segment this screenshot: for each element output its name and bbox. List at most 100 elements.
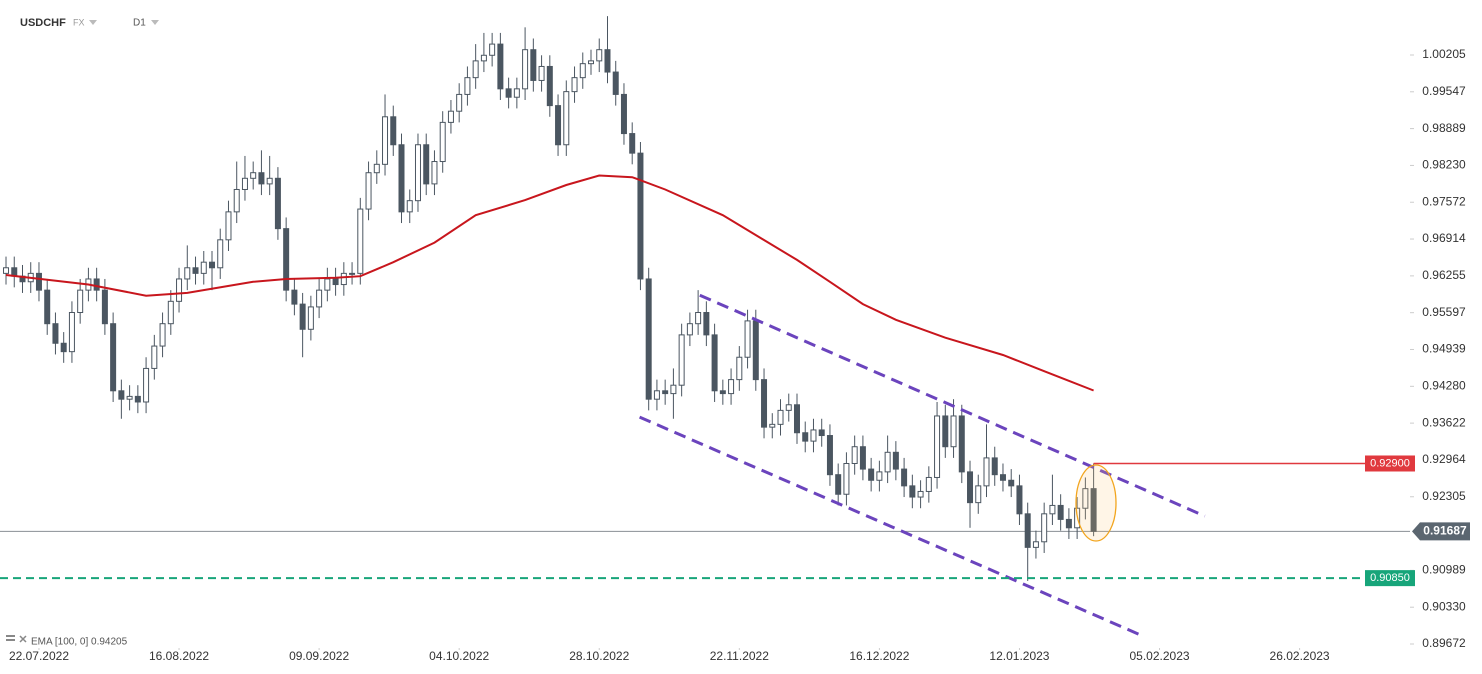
candle-body: [835, 474, 842, 495]
candle-body: [250, 172, 257, 179]
candle-body: [1082, 488, 1089, 509]
overlay: 0.92900 0.90850 0.91687: [0, 455, 1470, 587]
candle-body: [579, 63, 586, 79]
current-label: 0.91687: [1423, 523, 1467, 537]
candle-body: [950, 415, 957, 448]
candle-body: [958, 415, 965, 473]
candle-body: [810, 429, 817, 442]
candle-body: [68, 312, 75, 353]
candle-body: [167, 300, 174, 325]
candle-body: [1065, 518, 1072, 529]
x-tick-label: 22.11.2022: [710, 649, 769, 663]
candle-body: [777, 409, 784, 425]
candle-body: [785, 404, 792, 411]
highlight-ellipse: [1075, 464, 1117, 542]
candle-body: [967, 471, 974, 504]
candle-body: [851, 446, 858, 464]
candle-body: [489, 43, 496, 56]
candle-body: [44, 289, 51, 325]
candle-body: [456, 93, 463, 112]
current-label-box: [1412, 522, 1470, 541]
candle-body: [176, 278, 183, 302]
x-tick-label: 09.09.2022: [289, 649, 349, 663]
candle-body: [934, 415, 941, 478]
candle-body: [653, 390, 660, 400]
candle-body: [818, 429, 825, 437]
candle-body: [151, 345, 158, 369]
candle-body: [225, 211, 232, 241]
candle-body: [925, 476, 932, 492]
candle-body: [892, 451, 899, 470]
candle-body: [942, 415, 949, 448]
candle-body: [497, 43, 504, 90]
candle-body: [134, 395, 141, 403]
candle-body: [793, 404, 800, 434]
candle-body: [241, 177, 248, 190]
market: FX: [73, 17, 85, 27]
y-tick-label: 0.90989: [1422, 563, 1466, 577]
dropdown-arrow[interactable]: [151, 20, 159, 25]
candle-body: [307, 306, 314, 330]
candle-body: [612, 71, 619, 95]
plot: 1.00205 0.99547 0.98889 0.98230 0.97572 0.969…: [0, 16, 1466, 663]
candle-body: [555, 105, 562, 146]
level-label-box: [1365, 570, 1415, 587]
candle-body: [192, 267, 199, 274]
candle-body: [324, 278, 331, 291]
candle-body: [464, 77, 471, 95]
candle-body: [1049, 504, 1056, 515]
candle-body: [670, 384, 677, 395]
candle-body: [373, 163, 380, 174]
interval[interactable]: D1: [133, 18, 146, 29]
candle-body: [291, 289, 298, 305]
candle-body: [868, 468, 875, 481]
y-tick-label: 0.94280: [1422, 378, 1466, 392]
candle-body: [258, 172, 265, 185]
candle-body: [1032, 541, 1039, 548]
candle-body: [843, 462, 850, 495]
legend-icons: [6, 635, 27, 643]
candle-body: [1016, 485, 1023, 515]
candle-body: [126, 395, 133, 400]
candle-body: [340, 272, 347, 286]
candle-body: [439, 121, 446, 163]
candle-body: [365, 172, 372, 210]
ema-legend: EMA [100, 0] 0.94205: [31, 637, 128, 648]
candle-body: [357, 208, 364, 274]
dropdown-arrow[interactable]: [89, 20, 97, 25]
candle-body: [645, 278, 652, 400]
candle-body: [917, 490, 924, 498]
candle-body: [274, 177, 281, 230]
candle-body: [876, 471, 883, 481]
x-tick-label: 16.08.2022: [149, 649, 209, 663]
candle-body: [637, 152, 644, 280]
level-label-box: [1365, 455, 1415, 472]
candle-body: [208, 261, 215, 269]
candle-body: [217, 239, 224, 269]
candle-body: [505, 88, 512, 98]
candle-body: [283, 228, 290, 291]
candle-body: [620, 93, 627, 135]
candle-body: [1008, 479, 1015, 487]
y-tick-label: 0.92305: [1422, 489, 1466, 503]
symbol[interactable]: USDCHF: [20, 17, 66, 29]
candle-body: [1057, 504, 1064, 520]
candle-body: [93, 278, 100, 291]
candle-body: [233, 188, 240, 213]
candle-body: [662, 390, 669, 395]
y-tick-label: 0.90330: [1422, 599, 1466, 613]
candle-body: [332, 278, 339, 286]
y-tick-label: 0.89672: [1422, 636, 1466, 650]
channel-line: [699, 293, 1206, 518]
candle-body: [901, 468, 908, 487]
x-tick-label: 16.12.2022: [849, 649, 909, 663]
candle-body: [596, 49, 603, 62]
candle-body: [3, 267, 10, 274]
x-tick-label: 28.10.2022: [569, 649, 629, 663]
candle-body: [522, 49, 529, 90]
candle-body: [200, 261, 207, 274]
candle-body: [77, 289, 84, 314]
candle-body: [744, 320, 751, 358]
candle-body: [266, 177, 273, 185]
y-tick-label: 0.95597: [1422, 305, 1466, 319]
